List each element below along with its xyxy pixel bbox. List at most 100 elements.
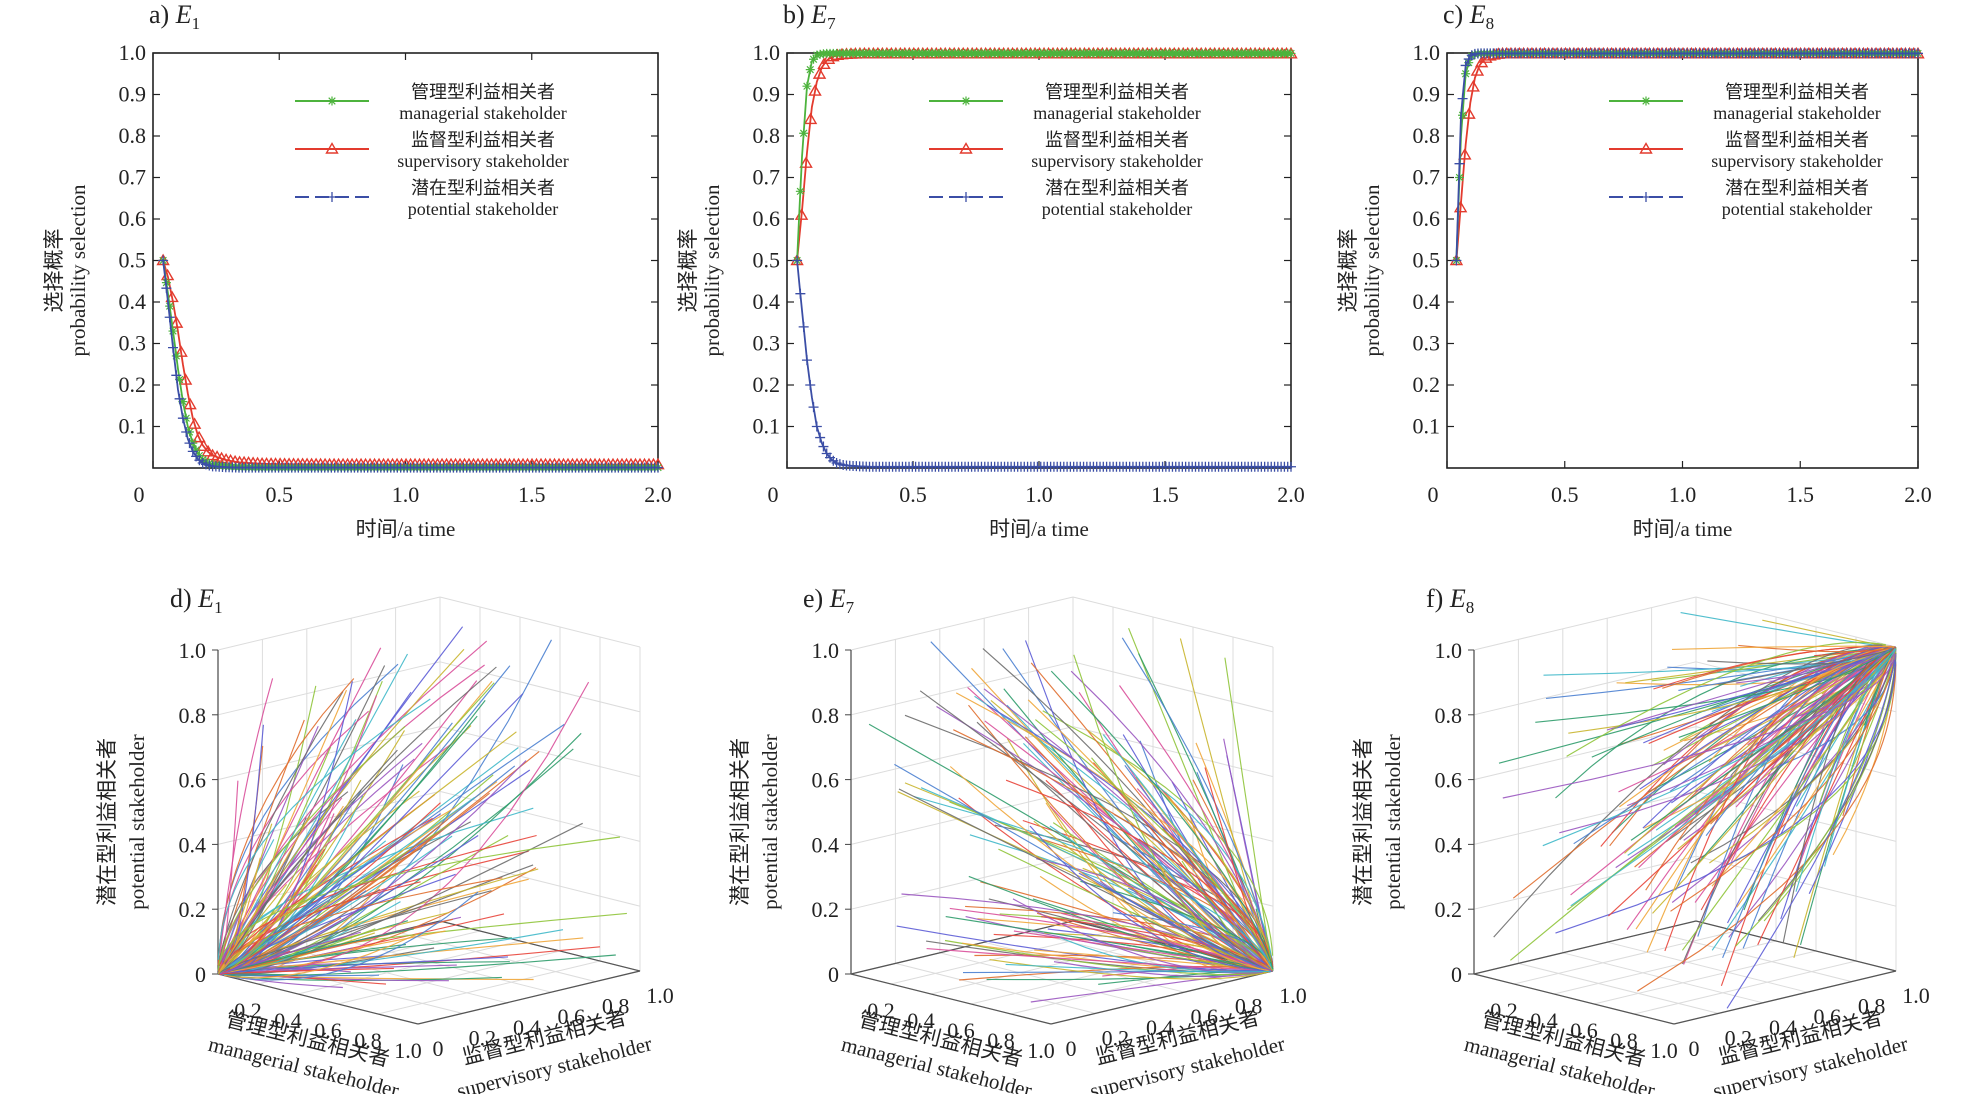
legend-label-zh: 监督型利益相关者: [1045, 130, 1189, 150]
y-tick-label: 0.3: [1413, 331, 1441, 356]
panel-subscript: 1: [192, 14, 201, 33]
series-potential: [792, 255, 1296, 472]
trajectory: [1671, 645, 1895, 650]
panel-title: b) E7: [783, 0, 836, 33]
trajectory: [1050, 670, 1274, 970]
triangle-marker: [812, 67, 827, 79]
x-tick-label: 0.8: [987, 1028, 1015, 1053]
triangle-marker: [192, 430, 206, 443]
panel-E: E: [1469, 0, 1486, 29]
x-tick-label: 2.0: [1904, 482, 1932, 507]
z-axis-label-en: potential stakeholder: [1381, 734, 1405, 910]
asterisk-marker: [165, 301, 175, 311]
panel-subscript: 8: [1486, 14, 1495, 33]
grid-line: [850, 855, 1074, 910]
trajectory: [224, 666, 497, 965]
z-tick-label: 1.0: [812, 638, 840, 663]
x-tick-label: 2.0: [1277, 482, 1305, 507]
y-tick-label: 0.2: [1102, 1025, 1130, 1050]
grid-line: [1562, 952, 1763, 1004]
panel-title: e) E7: [803, 584, 855, 617]
grid-line: [850, 596, 1074, 651]
y-tick-label: 0.2: [469, 1025, 497, 1050]
y-tick-label: 0.8: [753, 123, 781, 148]
grid-line: [1553, 940, 1777, 995]
plus-marker: [327, 192, 337, 202]
panel-title: c) E8: [1443, 0, 1494, 33]
panel-letter: e): [803, 584, 830, 613]
panel-letter: a): [149, 0, 176, 29]
plus-marker: [167, 342, 178, 353]
series-line-potential: [162, 260, 658, 469]
triangle-marker: [1462, 107, 1476, 119]
plus-marker: [798, 321, 809, 332]
trajectory: [1502, 653, 1896, 799]
asterisk-marker: [805, 65, 815, 75]
axis-line: [850, 973, 1052, 1025]
legend-label-zh: 潜在型利益相关者: [1045, 178, 1189, 198]
z-tick-label: 0: [828, 962, 839, 987]
plus-marker: [1913, 48, 1923, 59]
grid-line: [1651, 931, 1852, 983]
y-tick-label: 0.7: [753, 165, 781, 190]
trajectory: [229, 682, 495, 970]
y-tick-label: 1.0: [753, 40, 781, 65]
y-tick-label: 0.9: [119, 82, 147, 107]
panel-subscript: 1: [214, 598, 223, 617]
trajectory: [1035, 719, 1271, 963]
triangle-marker: [803, 112, 818, 125]
triangle-marker: [174, 345, 188, 357]
phase-plot-f: f) E8 0 0.2 0.4 0.6 0.8 1.0 0.2 0.4 0.6 0.8 1.0 0 0.2…: [1351, 584, 1930, 1094]
trajectory: [224, 933, 419, 979]
x-tick-label: 0.6: [314, 1018, 342, 1043]
grid-line: [439, 596, 641, 648]
y-tick-label: 0.4: [119, 289, 147, 314]
legend-label-en: supervisory stakeholder: [397, 151, 568, 171]
grid-line: [377, 960, 601, 1015]
trajectory: [1147, 863, 1272, 972]
plus-marker: [174, 393, 185, 404]
grid-line: [850, 661, 1074, 716]
plus-marker: [1451, 255, 1462, 266]
trajectory: [1224, 657, 1274, 971]
asterisk-marker: [168, 326, 178, 336]
z-axis-label-en: potential stakeholder: [758, 734, 782, 910]
trajectory: [1570, 647, 1896, 907]
x-tick-label: 1.0: [1650, 1038, 1678, 1063]
y-tick-label: 0.9: [1413, 82, 1441, 107]
y-tick-label: 0.6: [557, 1004, 585, 1029]
grid-line: [297, 940, 521, 995]
plus-marker: [177, 413, 188, 424]
plus-marker: [808, 402, 819, 413]
y-tick-label: 0.6: [1413, 206, 1441, 231]
trajectory: [1637, 664, 1897, 992]
legend-label-en: supervisory stakeholder: [1031, 151, 1202, 171]
x-tick-label: 0.5: [266, 482, 294, 507]
trajectories: [1493, 612, 1897, 1009]
panel-letter: b): [783, 0, 811, 29]
legend-label-zh: 潜在型利益相关者: [411, 178, 555, 198]
asterisk-marker: [961, 96, 971, 106]
y-tick-label: 0.6: [753, 206, 781, 231]
x-tick-label: 0.5: [1551, 482, 1579, 507]
y-tick-label: 1.0: [1279, 983, 1307, 1008]
triangle-marker: [821, 52, 836, 64]
x-tick-label: 1.0: [1669, 482, 1697, 507]
triangle-marker: [183, 397, 197, 410]
triangle-marker: [169, 316, 184, 328]
panel-E: E: [197, 584, 214, 613]
trajectory: [217, 698, 431, 960]
panel-letter: f): [1426, 584, 1450, 613]
asterisk-marker: [171, 351, 181, 361]
z-tick-label: 0.8: [1435, 703, 1463, 728]
grid-line: [895, 962, 1096, 1014]
trajectory: [1690, 663, 1893, 864]
y-tick-label: 0.1: [119, 414, 147, 439]
y-tick-label: 0.2: [1725, 1025, 1753, 1050]
plus-marker: [184, 438, 195, 449]
x-tick-label: 1.5: [518, 482, 546, 507]
series-managerial: [792, 48, 1296, 265]
grid-line: [439, 726, 641, 778]
y-tick-label: 0.5: [1413, 248, 1441, 273]
